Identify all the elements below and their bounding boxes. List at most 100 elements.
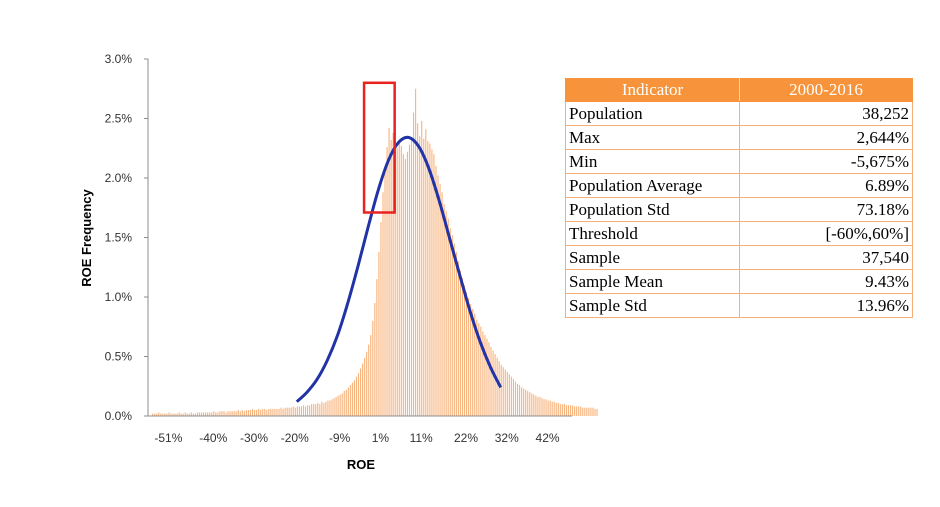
histogram-bar [502,367,504,416]
histogram-bar [514,381,517,416]
histogram-bar [333,398,335,416]
histogram-bar [188,413,190,416]
histogram-bar [196,412,199,416]
histogram-bar [563,404,565,416]
histogram-bar [410,137,413,417]
histogram-bar [372,320,374,416]
histogram-bar [486,338,488,416]
histogram-bar [184,412,186,416]
indicator-cell: Population Average [565,173,740,198]
table-row: Sample 37,540 [565,245,913,270]
histogram-bar [284,407,286,416]
y-tick-labels: 0.0% 0.5% 1.0% 1.5% 2.0% 2.5% 3.0% [105,52,148,423]
histogram-bar [476,319,478,416]
histogram-bar [463,285,466,416]
histogram-bar [278,408,280,416]
histogram-bar [207,412,209,416]
histogram-bar [482,331,484,416]
histogram-bar [429,143,431,417]
histogram-bar [205,412,207,416]
histogram-bar [400,145,402,416]
histogram-bar [592,407,594,416]
histogram-bar [553,401,555,416]
histogram-bar [223,411,225,416]
histogram-bar [249,410,252,416]
histogram-bar [533,394,535,416]
histogram-bar [498,361,500,416]
histogram-bar [527,391,529,416]
histogram-bar [455,251,457,416]
table-row: Population Std 73.18% [565,197,913,222]
histogram-bar [445,211,447,416]
histogram-bar [307,405,309,416]
histogram-bar [427,141,429,417]
histogram-bar [512,379,514,416]
histogram-bar [186,413,188,416]
x-tick-label: 32% [495,431,519,445]
indicator-cell: Sample [565,245,740,270]
histogram-bar [233,411,235,416]
histogram-bar [341,393,343,416]
histogram-bar [190,412,192,416]
histogram-bar [478,323,480,416]
histogram-bar [366,351,368,416]
histogram-bar [274,408,276,416]
histogram-bar [451,235,453,416]
histogram-bar [576,406,578,416]
histogram-bar [557,402,559,416]
histogram-bar [567,405,570,416]
histogram-bar [168,412,170,416]
histogram-bar [292,406,294,416]
y-tick-label: 0.5% [105,350,133,364]
histogram-bar [417,123,419,416]
histogram-bar [323,402,325,416]
histogram-bar [260,410,262,416]
histogram-bar [192,413,194,416]
x-tick-label: -9% [329,431,351,445]
histogram-bar [494,354,496,416]
histogram-bar [382,192,384,416]
histogram-bar [474,313,476,416]
x-tick-label: -40% [199,431,227,445]
y-tick-label: 3.0% [105,52,133,66]
histogram-bar [582,407,584,416]
histogram-bar [304,406,307,416]
histogram-bar [470,304,472,416]
histogram-bar [466,292,468,416]
histogram-bar [380,222,382,416]
x-tick-label: 11% [410,431,433,445]
histogram-bar [468,298,470,416]
histogram-bar [294,407,296,416]
histogram-bar [496,357,498,416]
histogram-bar [162,413,164,416]
histogram-bar [574,406,576,416]
histogram-bar [521,387,523,416]
histogram-bar [290,407,292,416]
histogram-bar [282,408,284,416]
histogram-bar [198,412,201,416]
x-tick-label: 22% [454,431,478,445]
histogram-bar [398,139,400,417]
histogram-bar [565,405,567,416]
value-cell: 2,644% [739,125,913,150]
histogram-bar [545,399,547,416]
histogram-bar [170,413,172,416]
histogram-bar [539,396,541,416]
x-axis-title: ROE [347,457,376,472]
histogram-bar [254,410,256,416]
histogram-bar [298,406,300,416]
histogram-bar [345,389,347,416]
table-row: Population 38,252 [565,101,913,126]
histogram-bar [327,400,329,416]
histogram-bar [415,88,417,416]
histogram-bar [302,405,305,416]
histogram-bar [525,389,527,416]
histogram-bar [490,346,492,416]
histogram-bar [276,408,278,416]
histogram-bar [343,391,345,416]
indicator-cell: Max [565,125,740,150]
histogram-bar [235,411,237,416]
histogram-bar [484,335,486,416]
histogram-bar [237,410,239,416]
